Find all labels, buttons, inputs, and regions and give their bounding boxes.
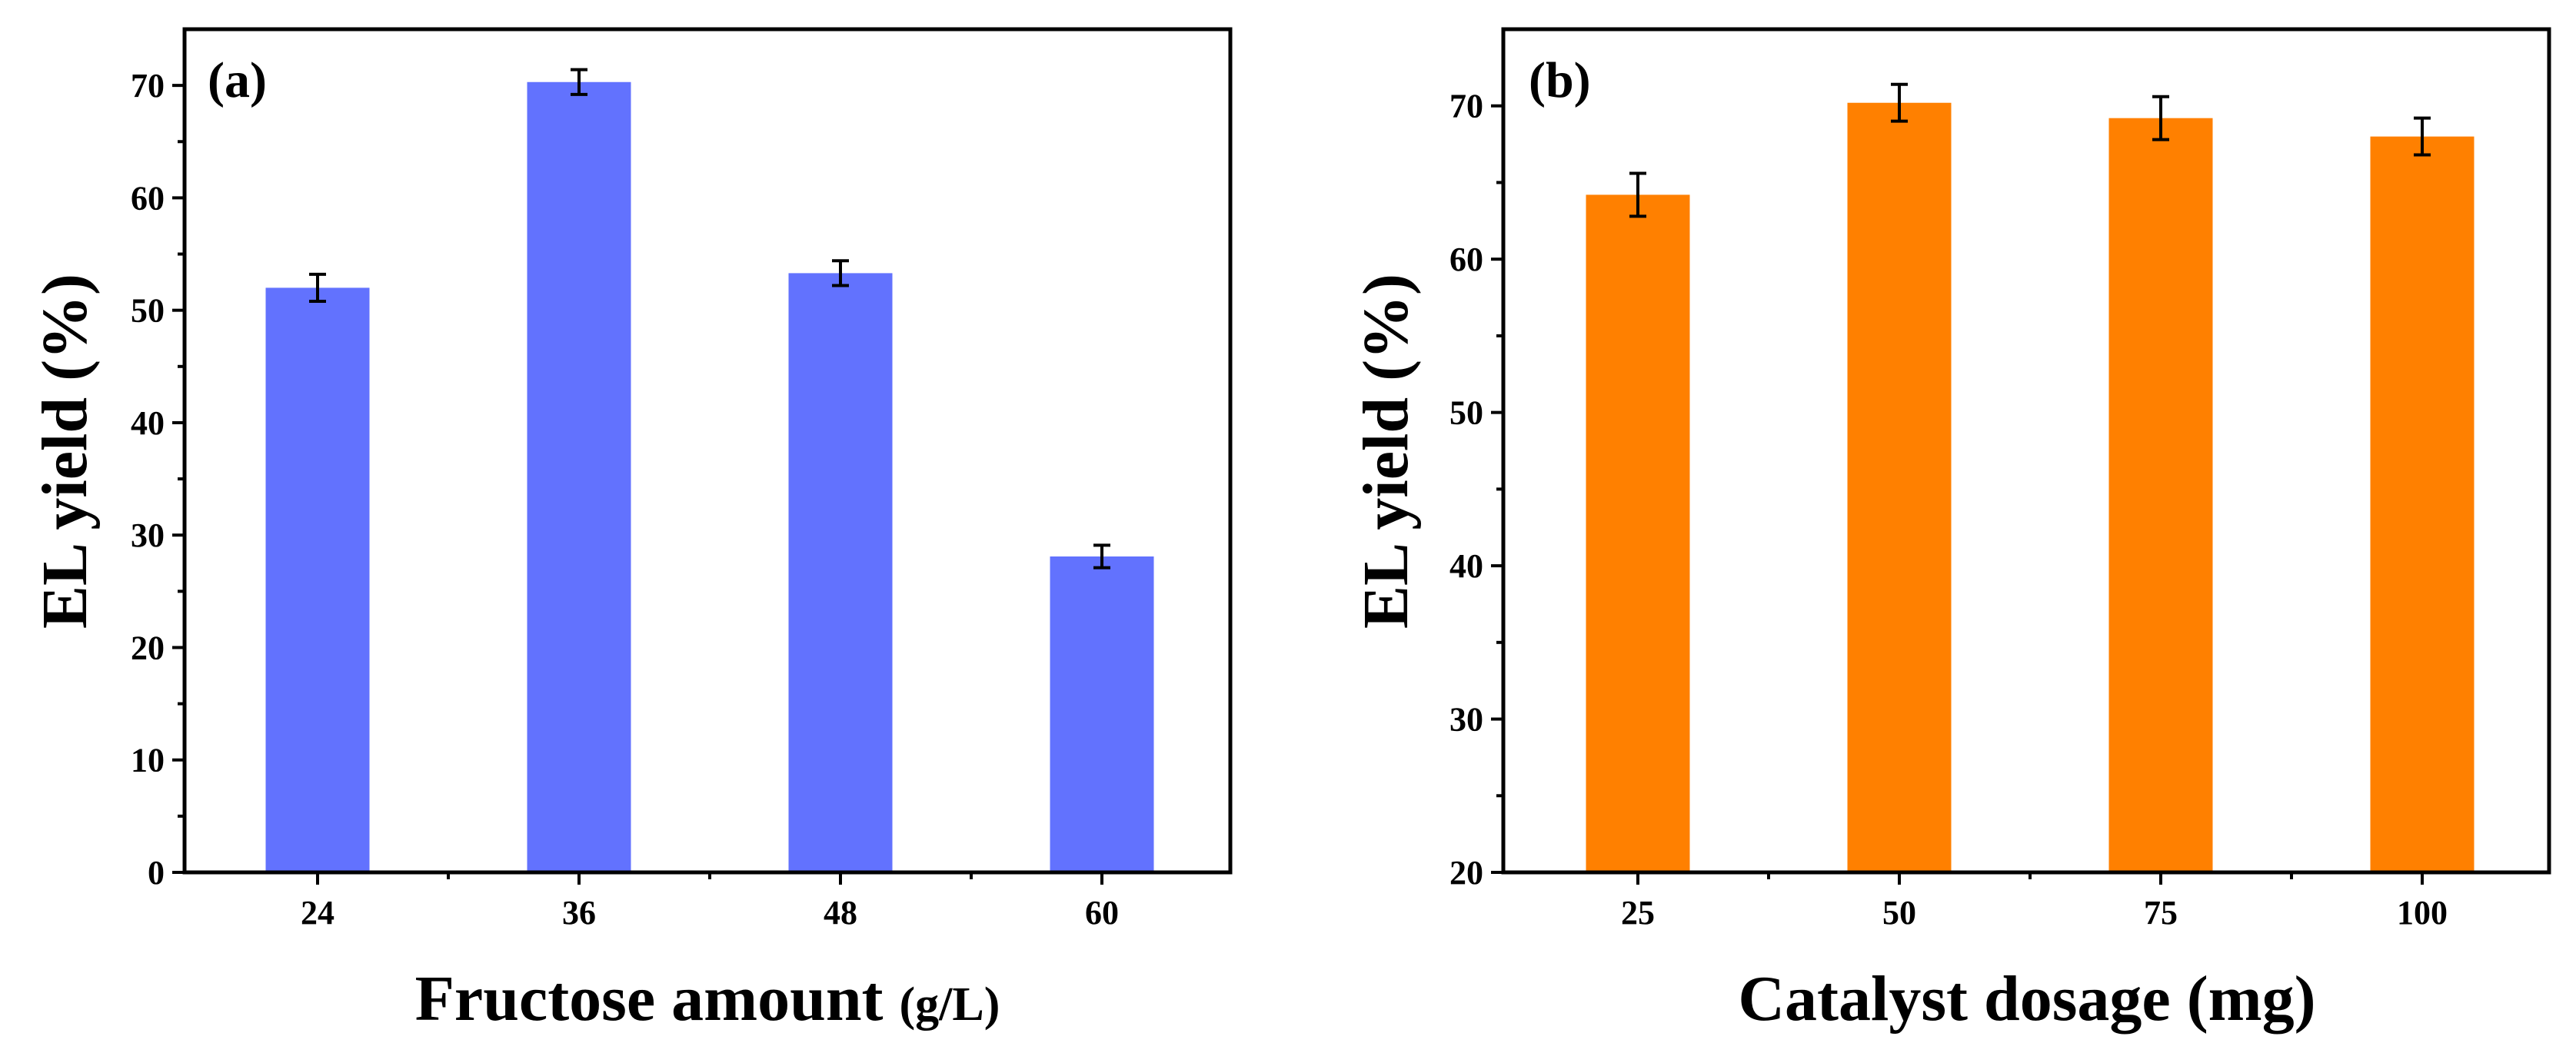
panel-a-chart: 0 10 20 30 40 50 60 70 24 36 48 60 (a) EL yield (%… <box>29 27 1233 1035</box>
panel-a-y-axis-title: EL yield (%) <box>29 274 101 629</box>
panel-a-error-bar-60 <box>1093 543 1110 570</box>
panel-b-y-tick-label-70: 70 <box>1449 88 1483 125</box>
panel-b-y-tick-label-60: 60 <box>1449 241 1483 278</box>
panel-a-x-axis-title: Fructose amount (g/L) <box>415 963 1000 1035</box>
panel-a-bar-60 <box>1050 556 1154 872</box>
panel-a-plot-frame <box>182 27 1233 875</box>
panel-a-y-tick-label-50: 50 <box>131 292 165 330</box>
panel-b-bar-50 <box>1847 102 1952 873</box>
panel-a-y-tick-label-30: 30 <box>131 517 165 554</box>
panel-a-error-bar-48 <box>832 259 849 287</box>
panel-b-y-tick-label-30: 30 <box>1449 701 1483 739</box>
panel-a-x-tick-label-60: 60 <box>1085 894 1119 932</box>
panel-a-y-tick-label-40: 40 <box>131 404 165 442</box>
panel-b-label: (b) <box>1529 52 1591 108</box>
panel-b-x-tick-label-75: 75 <box>2144 894 2178 932</box>
panel-a-x-tick-label-24: 24 <box>301 894 334 932</box>
panel-b-error-bar-75 <box>2152 95 2169 141</box>
panel-b-y-ticks: 20 30 40 50 60 70 <box>1449 88 1503 892</box>
panel-a-x-ticks: 24 36 48 60 <box>301 872 1119 932</box>
panel-b-x-ticks: 25 50 75 100 <box>1621 872 2448 932</box>
panel-a-bars <box>265 81 1154 872</box>
panel-b-x-tick-label-100: 100 <box>2397 894 2448 932</box>
panel-b-bar-100 <box>2370 136 2474 873</box>
panel-b-x-tick-label-50: 50 <box>1882 894 1916 932</box>
panel-b-plot-frame <box>1501 27 2551 875</box>
panel-a-x-axis-title-unit: (g/L) <box>900 978 1000 1031</box>
panel-a-error-bar-24 <box>309 272 326 303</box>
panel-a-bar-36 <box>527 81 631 872</box>
panel-a-error-bars <box>309 68 1110 570</box>
panel-a-y-tick-label-70: 70 <box>131 67 165 105</box>
panel-b-bar-25 <box>1586 194 1690 873</box>
panel-b-error-bar-50 <box>1891 82 1908 123</box>
panel-a-y-ticks: 0 10 20 30 40 50 60 70 <box>131 67 185 892</box>
panel-b-error-bar-100 <box>2414 116 2431 157</box>
panel-a-y-tick-label-60: 60 <box>131 179 165 217</box>
panel-b-y-tick-label-40: 40 <box>1449 547 1483 585</box>
panel-a-x-axis-title-main: Fructose amount <box>415 963 884 1035</box>
panel-a-error-bar-36 <box>571 68 587 96</box>
panel-b-error-bars <box>1629 82 2431 218</box>
panel-a-y-tick-label-0: 0 <box>148 854 165 892</box>
panel-a-bar-24 <box>265 287 370 872</box>
panel-b-y-axis-title: EL yield (%) <box>1350 274 1422 629</box>
panel-a-bar-48 <box>788 273 893 872</box>
panel-b-y-tick-label-50: 50 <box>1449 394 1483 432</box>
panel-a-y-tick-label-20: 20 <box>131 629 165 666</box>
panel-a-label: (a) <box>208 52 267 108</box>
panel-a-x-tick-label-48: 48 <box>824 894 857 932</box>
panel-b-y-tick-label-20: 20 <box>1449 854 1483 892</box>
panel-b-bars <box>1586 102 2474 873</box>
panel-a-x-tick-label-36: 36 <box>562 894 596 932</box>
panel-b-x-tick-label-25: 25 <box>1621 894 1655 932</box>
panel-b-bar-75 <box>2108 118 2213 872</box>
panel-a-y-tick-label-10: 10 <box>131 742 165 779</box>
panel-b-error-bar-25 <box>1629 171 1646 218</box>
panel-b-x-axis-title: Catalyst dosage (mg) <box>1738 963 2315 1035</box>
